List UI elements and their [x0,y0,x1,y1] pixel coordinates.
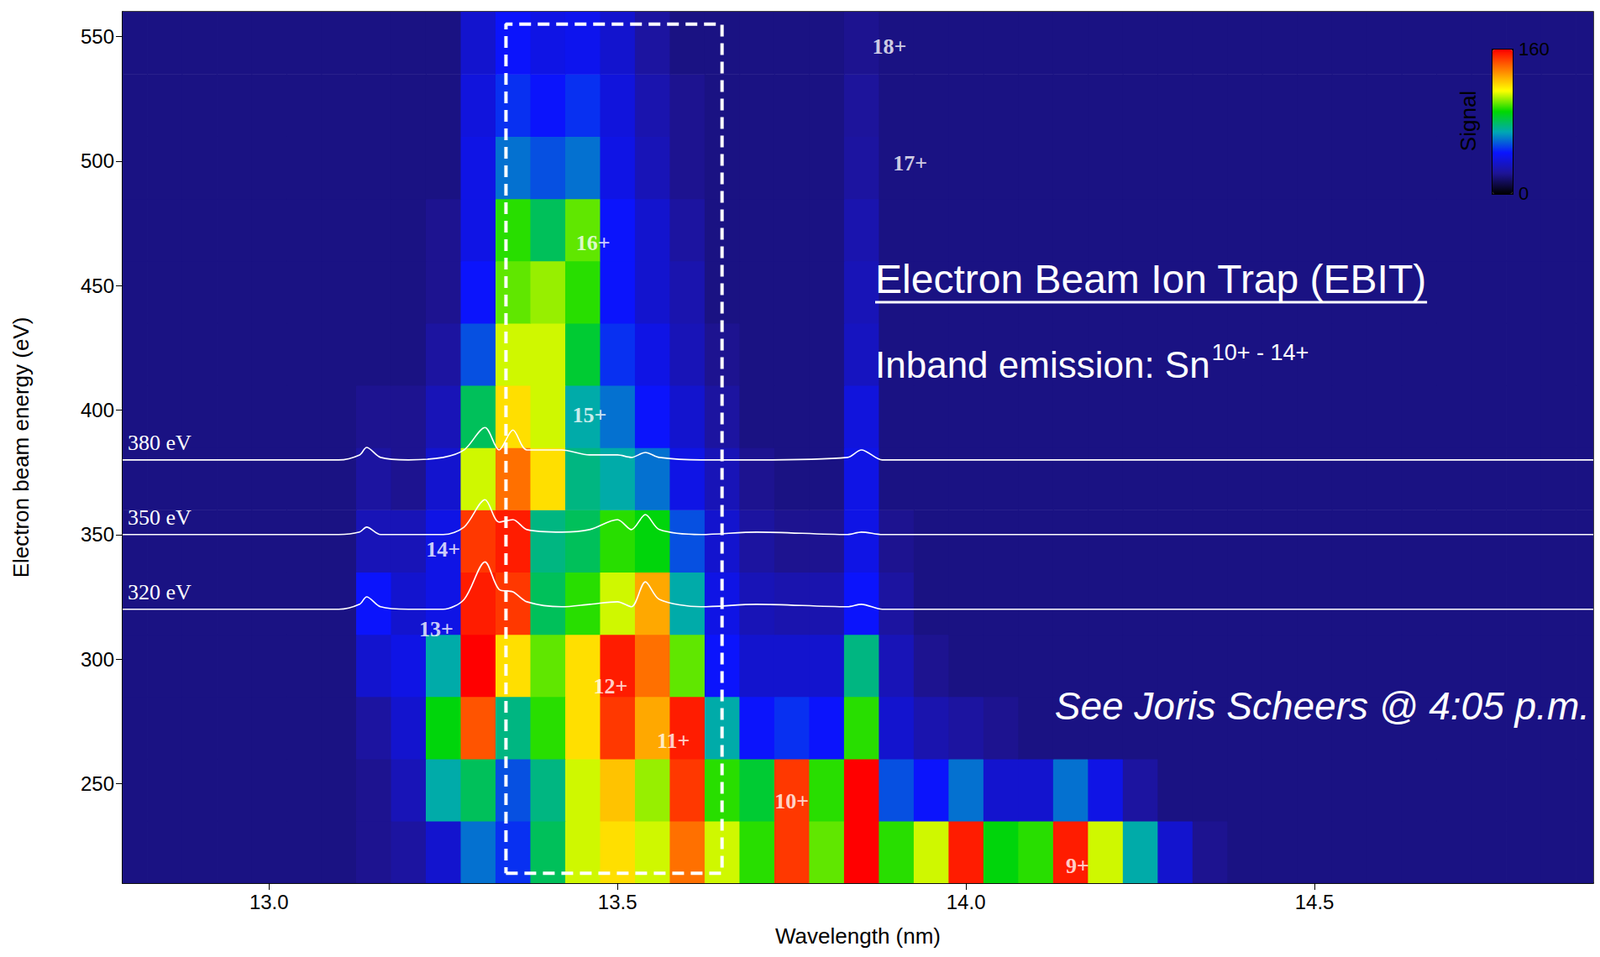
svg-text:500: 500 [80,149,115,173]
svg-text:9+: 9+ [1065,854,1090,879]
svg-text:Inband emission: Sn: Inband emission: Sn [875,344,1211,386]
svg-text:320 eV: 320 eV [127,580,192,605]
svg-text:15+: 15+ [572,403,608,428]
svg-text:0: 0 [1518,183,1529,205]
svg-text:13+: 13+ [419,617,454,642]
svg-text:550: 550 [80,25,115,48]
svg-text:13.5: 13.5 [598,891,638,914]
svg-text:Electron beam energy (eV): Electron beam energy (eV) [8,317,34,579]
svg-text:250: 250 [80,772,115,796]
svg-text:350 eV: 350 eV [127,505,192,530]
svg-text:160: 160 [1518,38,1550,60]
svg-text:See Joris Scheers @ 4:05 p.m.: See Joris Scheers @ 4:05 p.m. [1054,684,1590,729]
svg-text:400: 400 [80,398,115,422]
svg-text:10+ - 14+: 10+ - 14+ [1211,340,1310,366]
svg-text:11+: 11+ [656,729,690,754]
svg-text:350: 350 [80,523,115,546]
svg-text:12+: 12+ [592,674,628,699]
svg-text:14.5: 14.5 [1295,891,1335,914]
svg-text:10+: 10+ [774,789,809,814]
svg-text:17+: 17+ [892,151,928,176]
svg-text:18+: 18+ [871,34,907,59]
svg-text:300: 300 [80,648,115,672]
svg-text:Signal: Signal [1455,90,1481,152]
svg-text:Wavelength (nm): Wavelength (nm) [775,923,941,950]
svg-text:380 eV: 380 eV [127,430,192,456]
svg-text:14.0: 14.0 [946,891,987,914]
svg-text:14+: 14+ [425,537,461,562]
svg-text:Electron Beam Ion Trap (EBIT): Electron Beam Ion Trap (EBIT) [875,257,1427,302]
svg-text:16+: 16+ [576,230,611,256]
svg-text:450: 450 [80,274,115,298]
svg-text:13.0: 13.0 [249,891,289,914]
